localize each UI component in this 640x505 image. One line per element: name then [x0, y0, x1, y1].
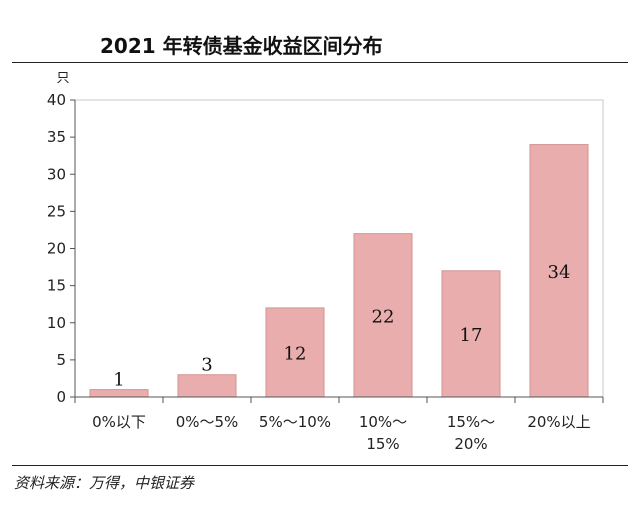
bar-value-label: 22 — [372, 306, 395, 327]
x-category-label: 0%～5% — [176, 413, 239, 431]
y-tick-label: 25 — [47, 202, 66, 220]
bar-value-label: 34 — [548, 262, 571, 283]
bar — [89, 389, 149, 398]
plot-frame — [74, 99, 604, 398]
x-category-label: 10%～ 15% — [359, 413, 407, 453]
y-tick-label: 35 — [47, 128, 66, 146]
bar-value-label: 17 — [460, 325, 483, 346]
chart-title: 2021 年转债基金收益区间分布 — [100, 34, 383, 58]
y-tick-label: 15 — [47, 277, 66, 295]
x-category-label: 5%～10% — [259, 413, 331, 431]
y-unit-label: 只 — [56, 71, 69, 86]
y-tick-label: 40 — [47, 91, 66, 109]
bar-value-label: 3 — [201, 355, 212, 376]
y-tick-label: 20 — [47, 240, 66, 258]
source-rule — [12, 465, 628, 466]
bar-value-label: 12 — [284, 343, 307, 364]
bar-value-label: 1 — [113, 370, 124, 391]
source-note: 资料来源：万得，中银证券 — [14, 474, 195, 492]
y-tick-label: 0 — [56, 388, 66, 406]
title-rule — [12, 62, 628, 63]
x-category-label: 0%以下 — [92, 413, 146, 431]
x-category-label: 15%～ 20% — [447, 413, 495, 453]
x-category-label: 20%以上 — [527, 413, 590, 431]
y-tick-label: 5 — [56, 351, 66, 369]
bar — [177, 374, 237, 398]
y-tick-label: 30 — [47, 165, 66, 183]
y-tick-label: 10 — [47, 314, 66, 332]
bar-chart: 只 0 5 10 15 20 25 30 35 40 1 3 12 22 17 34 0%以下 0%～5% 5%～1… — [47, 71, 604, 453]
